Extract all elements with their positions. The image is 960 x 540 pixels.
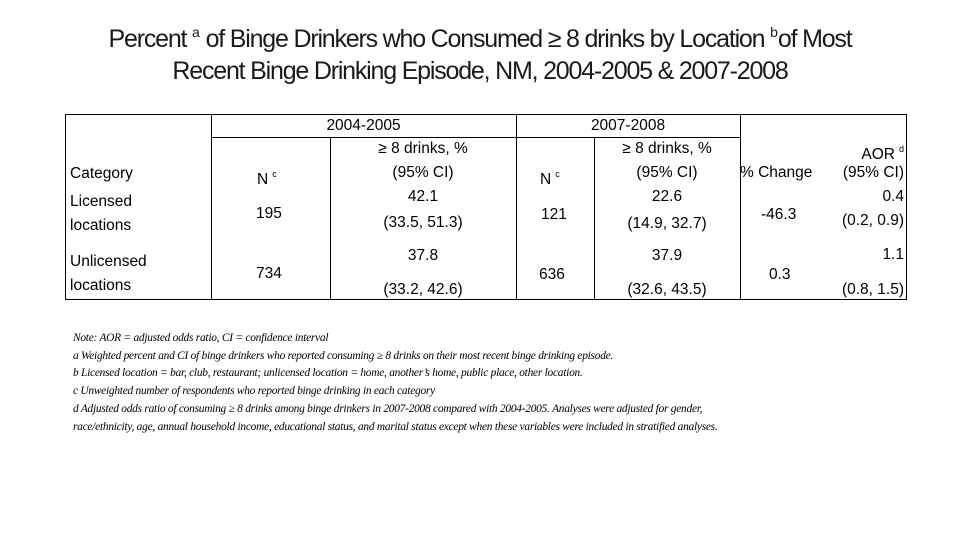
title-line-1: Percent a of Binge Drinkers who Consumed… [0, 16, 960, 55]
row-licensed-change: -46.3 [761, 206, 797, 223]
row-licensed-pct-2004: 42.1 [407, 188, 439, 205]
footnotes: Note: AOR = adjusted odds ratio, CI = co… [73, 330, 943, 436]
row-unlicensed-ci-2007: (32.6, 43.5) [627, 281, 707, 298]
group-header-divider [211, 137, 740, 138]
footnote-d: d Adjusted odds ratio of consuming ≥ 8 d… [73, 402, 703, 415]
title-text: of Binge Drinkers who Consumed ≥ 8 drink… [205, 25, 766, 53]
header-change: % Change [740, 164, 813, 181]
row-unlicensed-aor-ci: (0.8, 1.5) [841, 281, 904, 298]
footnote-d-continued: race/ethnicity, age, annual household in… [73, 420, 718, 433]
row-unlicensed-aor: 1.1 [882, 246, 904, 263]
col-divider [211, 115, 212, 299]
footnote-a: a Weighted percent and CI of binge drink… [73, 349, 614, 362]
row-unlicensed-category-1: Unlicensed [70, 253, 147, 270]
slide-title: Percent a of Binge Drinkers who Consumed… [0, 16, 960, 87]
col-divider [740, 115, 741, 299]
title-line-2: Recent Binge Drinking Episode, NM, 2004-… [172, 57, 788, 85]
header-pct-2007-line2: (95% CI) [636, 164, 698, 181]
title-text: of Most [777, 25, 853, 53]
row-unlicensed-n-2007: 636 [539, 266, 565, 283]
title-text: Percent [108, 25, 188, 53]
row-licensed-ci-2007: (14.9, 32.7) [627, 215, 707, 232]
col-divider [594, 137, 595, 299]
row-unlicensed-category-2: locations [70, 277, 132, 294]
group-header-2007: 2007-2008 [590, 117, 666, 134]
header-pct-2004-line1: ≥ 8 drinks, % [378, 140, 468, 157]
row-unlicensed-pct-2004: 37.8 [407, 247, 439, 264]
row-unlicensed-change: 0.3 [769, 266, 791, 283]
row-licensed-aor-ci: (0.2, 0.9) [841, 212, 904, 229]
row-unlicensed-n-2004: 734 [256, 265, 282, 282]
row-unlicensed-ci-2004: (33.2, 42.6) [383, 281, 463, 298]
row-licensed-n-2004: 195 [256, 205, 282, 222]
row-unlicensed-pct-2007: 37.9 [651, 247, 683, 264]
footnote-marker-a: a [192, 24, 200, 40]
row-licensed-n-2007: 121 [541, 206, 567, 223]
header-aor-line2: (95% CI) [842, 164, 904, 181]
group-header-2004: 2004-2005 [326, 117, 401, 134]
header-category: Category [70, 165, 133, 182]
header-pct-2004-line2: (95% CI) [392, 164, 454, 181]
header-aor-line1: AOR d [861, 144, 904, 163]
col-divider [330, 137, 331, 299]
footnote-b: b Licensed location = bar, club, restaur… [73, 367, 583, 380]
footnote-marker-b: b [770, 24, 778, 40]
col-divider [516, 115, 517, 299]
row-licensed-pct-2007: 22.6 [651, 188, 683, 205]
row-licensed-category-2: locations [70, 217, 132, 234]
row-licensed-ci-2004: (33.5, 51.3) [383, 214, 463, 231]
header-pct-2007-line1: ≥ 8 drinks, % [622, 140, 712, 157]
row-licensed-category-1: Licensed [70, 193, 133, 210]
footnote-note: Note: AOR = adjusted odds ratio, CI = co… [73, 332, 329, 344]
footnote-c: c Unweighted number of respondents who r… [73, 385, 435, 398]
row-licensed-aor: 0.4 [882, 188, 904, 205]
